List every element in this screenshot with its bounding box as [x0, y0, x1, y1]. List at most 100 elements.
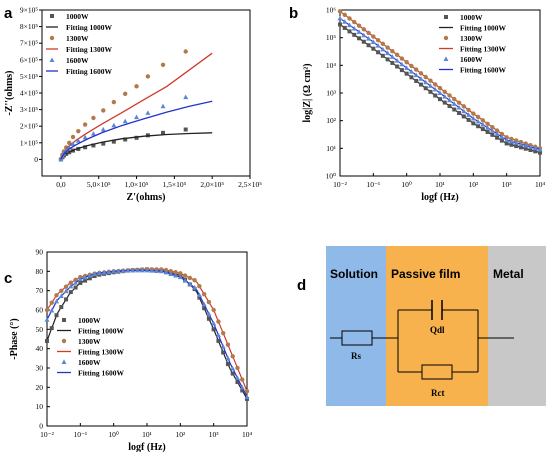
data-point-1000W — [461, 114, 466, 119]
data-point-1000W — [111, 139, 116, 144]
legend-marker — [62, 318, 66, 322]
data-point-1000W — [480, 127, 485, 132]
y-axis-label-c: -Phase (°) — [9, 318, 20, 360]
data-point-1000W — [87, 276, 92, 281]
data-point-1000W — [423, 86, 428, 91]
data-point-1600W — [466, 112, 472, 117]
data-point-1300W — [433, 82, 438, 87]
y-axis-label-a: -Z''(ohms) — [4, 71, 15, 116]
panel-b-letter: b — [289, 5, 298, 22]
data-point-1300W — [409, 63, 414, 69]
data-point-1000W — [433, 93, 438, 98]
data-point-1600W — [361, 32, 367, 38]
data-point-1300W — [366, 30, 371, 36]
legend-label: Fitting 1000W — [460, 24, 507, 33]
y-tick-label-c: 60 — [36, 306, 44, 315]
fit-line-Fitting-1600W — [60, 100, 213, 160]
x-tick-label-b: 10⁰ — [401, 180, 412, 189]
x-tick-label-b: 10⁻² — [333, 180, 347, 189]
data-point-1000W — [206, 316, 211, 321]
data-point-1000W — [230, 371, 235, 376]
data-point-1600W — [480, 122, 486, 127]
x-tick-label-b: 10³ — [502, 180, 513, 189]
x-tick-label-a: 2,5×10⁵ — [238, 180, 262, 189]
data-point-1600W — [115, 268, 121, 274]
data-point-1600W — [413, 72, 419, 78]
legend-marker — [444, 15, 448, 19]
data-point-1300W — [475, 114, 481, 120]
y-tick-label-a: 8×10⁵ — [20, 22, 38, 31]
data-point-1600W — [418, 76, 424, 81]
data-point-1600W — [375, 43, 381, 48]
data-point-1000W — [361, 39, 366, 44]
data-point-1600W — [532, 145, 538, 151]
data-point-1600W — [168, 271, 174, 276]
data-point-1600W — [92, 271, 98, 276]
legend-label: 1000W — [66, 12, 89, 21]
data-point-1600W — [82, 134, 88, 140]
equivalent-circuit: Solution Passive film Metal Rs Qdl Rct — [326, 246, 546, 406]
data-point-1600W — [385, 50, 391, 56]
y-tick-label-b: 10² — [326, 116, 337, 125]
solution-label: Solution — [330, 267, 378, 281]
data-point-1300W — [428, 78, 433, 83]
data-point-1300W — [63, 284, 69, 289]
data-point-1300W — [183, 49, 188, 54]
data-point-1000W — [518, 145, 523, 150]
data-point-1000W — [414, 78, 419, 83]
legend-marker — [61, 359, 67, 364]
legend-marker — [443, 35, 449, 41]
data-point-1600W — [504, 137, 510, 143]
data-point-1600W — [54, 298, 60, 304]
fit-line-Fitting-1000W — [60, 132, 213, 160]
legend-label: Fitting 1600W — [78, 369, 125, 378]
data-point-1000W — [476, 124, 481, 129]
legend-label: Fitting 1300W — [66, 45, 113, 54]
data-point-1600W — [423, 79, 429, 85]
data-point-1600W — [456, 104, 462, 110]
data-point-1000W — [49, 326, 54, 331]
data-point-1000W — [528, 148, 533, 153]
data-point-1000W — [211, 327, 216, 332]
data-point-1000W — [45, 338, 49, 343]
data-point-1000W — [240, 388, 245, 393]
data-point-1600W — [144, 267, 150, 273]
rs-label: Rs — [351, 351, 361, 361]
data-point-1300W — [59, 288, 64, 294]
y-tick-label-a: 3×10⁵ — [20, 105, 38, 114]
data-point-1300W — [178, 271, 183, 276]
data-point-1300W — [352, 19, 357, 25]
passive-film-label: Passive film — [391, 267, 460, 281]
data-point-1000W — [499, 138, 504, 143]
data-point-1600W — [134, 267, 140, 273]
data-point-1000W — [538, 150, 542, 155]
data-point-1300W — [447, 93, 452, 98]
data-point-1600W — [182, 278, 188, 283]
data-point-1600W — [337, 15, 343, 21]
legend-label: Fitting 1600W — [66, 67, 113, 76]
data-point-1300W — [399, 56, 405, 61]
data-point-1600W — [75, 138, 81, 143]
data-point-1600W — [499, 134, 505, 139]
data-point-1600W — [215, 332, 221, 338]
data-point-1300W — [413, 67, 419, 72]
data-point-1300W — [347, 16, 352, 21]
data-point-1600W — [427, 83, 433, 88]
data-point-1000W — [376, 50, 381, 55]
data-point-1600W — [73, 280, 79, 285]
data-point-1000W — [466, 117, 471, 122]
data-point-1600W — [518, 141, 524, 147]
rct-label: Rct — [431, 388, 445, 398]
data-point-1600W — [63, 288, 69, 294]
data-point-1600W — [154, 268, 160, 273]
y-tick-label-b: 10⁵ — [326, 33, 337, 42]
data-point-1000W — [490, 132, 495, 137]
panel-a-letter: a — [4, 5, 13, 22]
data-point-1600W — [470, 115, 476, 121]
y-tick-label-a: 7×10⁵ — [20, 39, 38, 48]
data-point-1600W — [404, 65, 410, 71]
data-point-1300W — [394, 52, 400, 58]
data-point-1600W — [68, 283, 74, 289]
solution-region — [326, 246, 386, 406]
data-point-1300W — [375, 37, 381, 43]
